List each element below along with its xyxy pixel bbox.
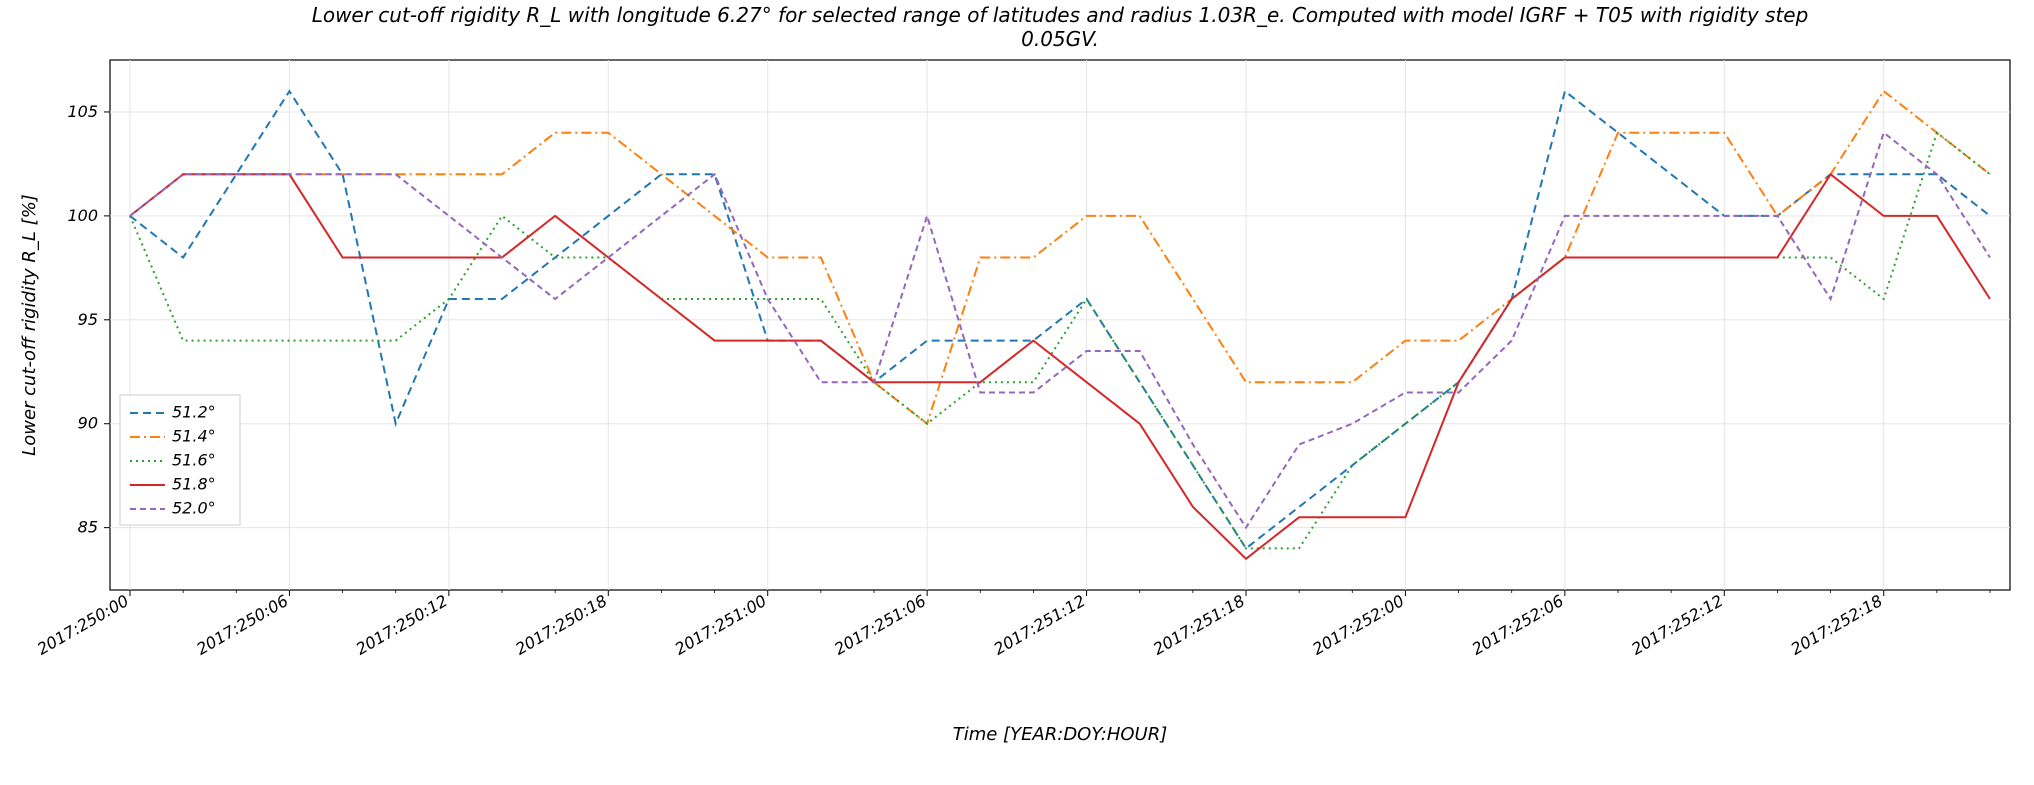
legend-label: 51.6° — [172, 451, 216, 470]
legend-label: 52.0° — [172, 499, 216, 518]
legend-label: 51.2° — [172, 403, 216, 422]
legend-label: 51.8° — [172, 475, 216, 494]
y-tick-label: 95 — [78, 310, 98, 329]
y-tick-label: 100 — [67, 206, 98, 225]
x-axis-label: Time [YEAR:DOY:HOUR] — [953, 724, 1168, 745]
chart-title-line1: Lower cut-off rigidity R_L with longitud… — [312, 3, 1809, 27]
y-axis-label: Lower cut-off rigidity R_L [%] — [19, 194, 40, 456]
y-tick-label: 85 — [78, 518, 98, 537]
y-tick-label: 105 — [67, 102, 98, 121]
legend-label: 51.4° — [172, 427, 216, 446]
chart-container: 8590951001052017:250:002017:250:062017:2… — [0, 0, 2034, 785]
y-tick-label: 90 — [78, 414, 98, 433]
chart-title-line2: 0.05GV. — [1021, 27, 1099, 51]
rigidity-line-chart: 8590951001052017:250:002017:250:062017:2… — [0, 0, 2034, 785]
